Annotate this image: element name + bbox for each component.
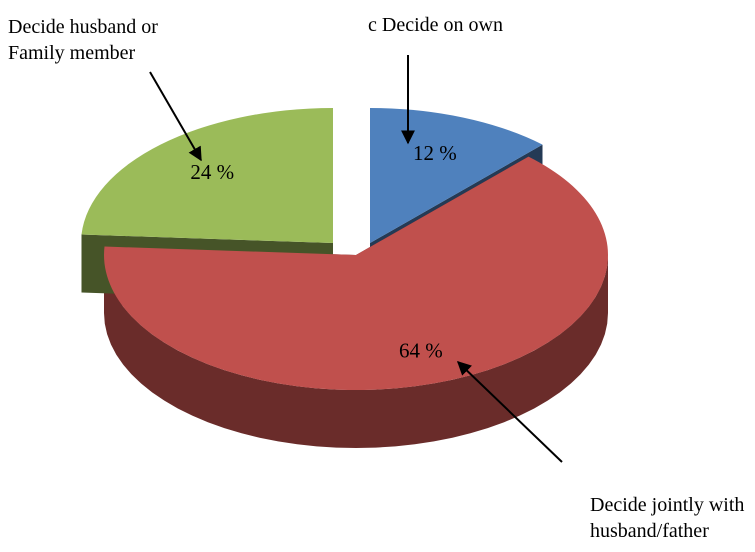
category-label: Decide husband or Family member xyxy=(8,16,158,64)
value-label: 24 % xyxy=(190,160,234,184)
value-label: 64 % xyxy=(399,339,443,363)
slice-side xyxy=(104,255,608,448)
arrow xyxy=(456,361,563,463)
category-label: c Decide on own xyxy=(368,14,503,36)
value-labels: 12 % 64 % 24 % xyxy=(190,141,456,363)
arrow xyxy=(149,71,202,162)
slices xyxy=(81,108,608,448)
value-label: 12 % xyxy=(413,141,457,165)
slice xyxy=(81,108,334,243)
slice xyxy=(103,156,608,390)
category-label: Decide jointly with husband/father xyxy=(590,494,745,542)
